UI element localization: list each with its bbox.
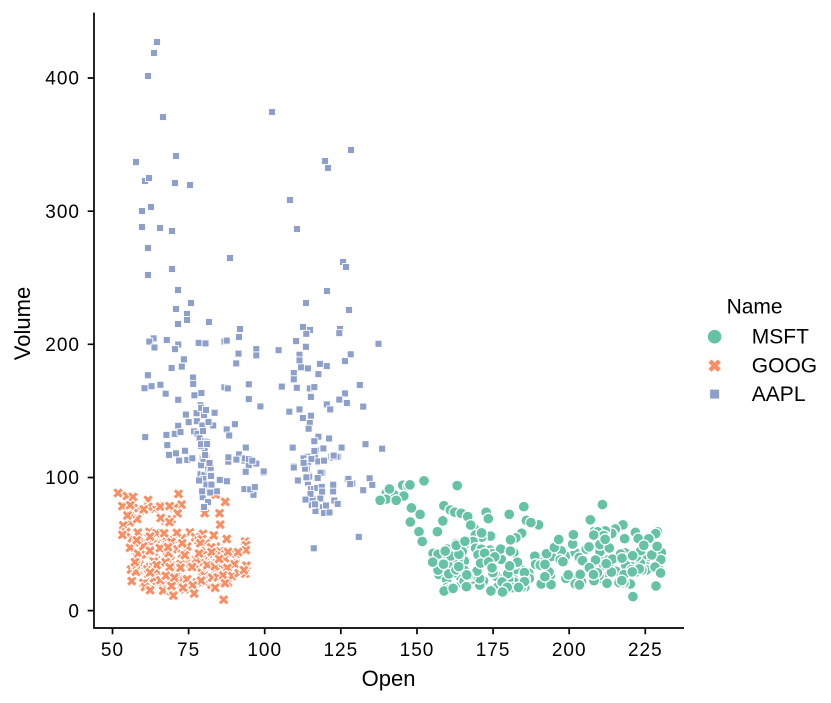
svg-text:MSFT: MSFT — [752, 326, 809, 349]
svg-text:Name: Name — [727, 295, 783, 318]
svg-text:100: 100 — [247, 640, 282, 661]
svg-text:175: 175 — [476, 640, 511, 661]
svg-text:225: 225 — [628, 640, 663, 661]
svg-text:Volume: Volume — [10, 287, 35, 360]
svg-text:200: 200 — [45, 335, 80, 356]
svg-text:100: 100 — [45, 468, 80, 489]
svg-text:AAPL: AAPL — [752, 383, 806, 406]
svg-text:150: 150 — [400, 640, 435, 661]
svg-text:GOOG: GOOG — [752, 355, 817, 378]
svg-text:200: 200 — [552, 640, 587, 661]
svg-text:400: 400 — [45, 69, 80, 90]
svg-text:300: 300 — [45, 202, 80, 223]
svg-text:0: 0 — [68, 601, 80, 622]
svg-text:Open: Open — [362, 666, 416, 691]
svg-text:125: 125 — [323, 640, 358, 661]
svg-text:50: 50 — [101, 640, 124, 661]
svg-text:75: 75 — [177, 640, 200, 661]
